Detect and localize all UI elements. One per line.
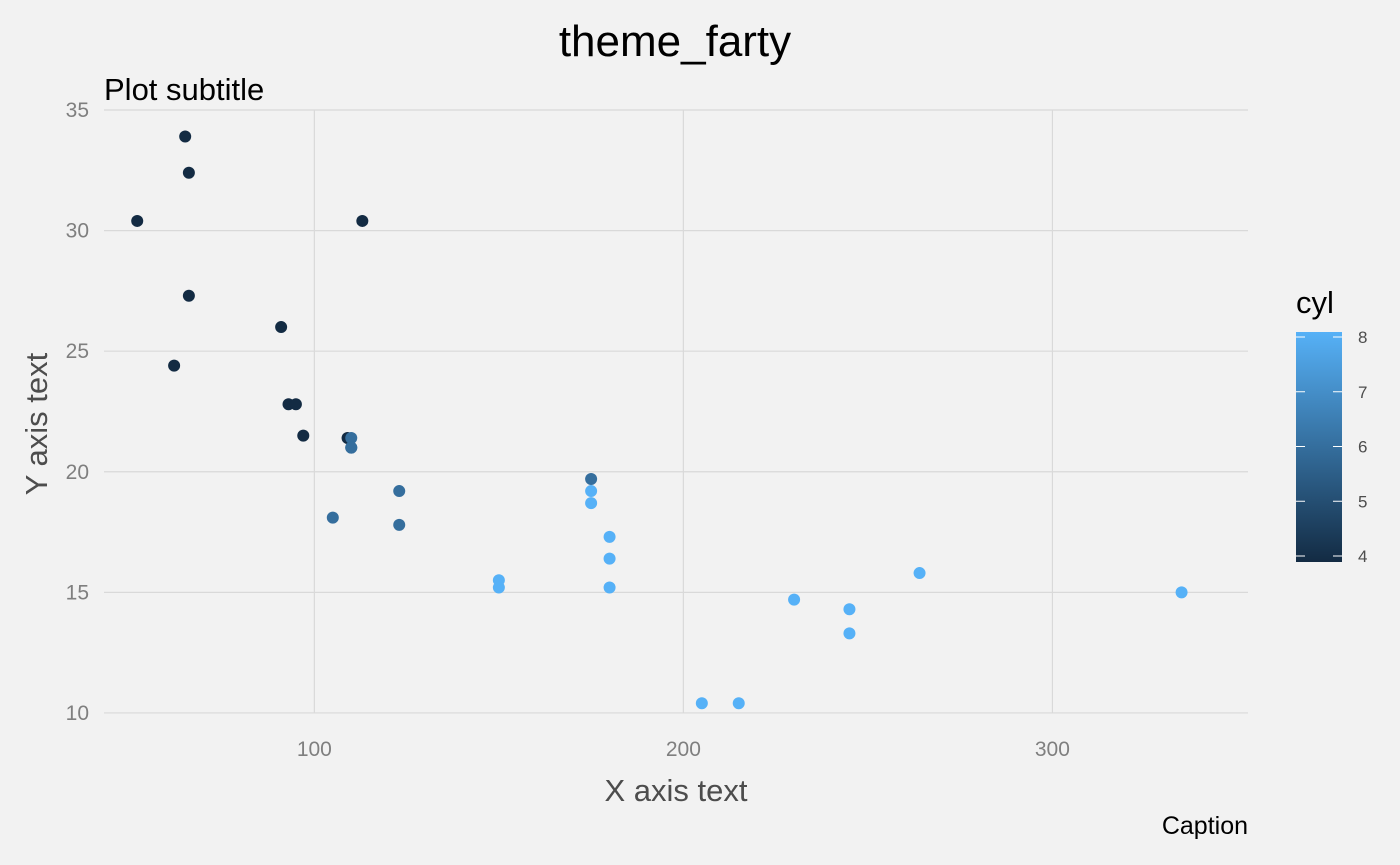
- data-point-29: [788, 593, 801, 606]
- legend-tick-label-6: 6: [1358, 438, 1367, 457]
- data-points: [131, 130, 1188, 710]
- data-point-14: [326, 511, 339, 524]
- chart-caption: Caption: [1162, 812, 1248, 840]
- data-point-7: [289, 398, 302, 411]
- data-point-10: [356, 214, 369, 227]
- y-tick-labels: 10 15 20 25 30 35: [66, 99, 89, 725]
- data-point-15: [393, 485, 406, 498]
- data-point-2: [179, 130, 192, 143]
- data-point-13: [345, 441, 358, 454]
- data-point-17: [585, 473, 598, 485]
- y-tick-label-35: 35: [66, 99, 89, 122]
- x-tick-label-300: 300: [1035, 738, 1070, 761]
- data-point-19: [585, 485, 598, 498]
- grid-lines: [104, 109, 1248, 714]
- data-point-1: [168, 359, 181, 372]
- x-tick-label-100: 100: [297, 738, 332, 761]
- legend-ticks: 4 5 6 7 8: [1296, 328, 1367, 566]
- data-point-31: [1175, 586, 1188, 599]
- data-point-8: [297, 429, 310, 442]
- data-point-5: [275, 321, 288, 334]
- x-tick-labels: 100 200 300: [297, 738, 1070, 761]
- y-tick-label-25: 25: [66, 340, 89, 363]
- data-point-24: [492, 581, 505, 594]
- data-point-0: [131, 214, 144, 227]
- data-point-28: [732, 697, 745, 710]
- y-tick-label-20: 20: [66, 461, 89, 484]
- data-point-16: [393, 518, 406, 531]
- y-tick-label-30: 30: [66, 220, 89, 243]
- legend-tick-label-5: 5: [1358, 492, 1367, 511]
- y-tick-label-10: 10: [66, 702, 89, 725]
- legend-tick-label-8: 8: [1358, 328, 1367, 347]
- chart-title: theme_farty: [559, 17, 791, 66]
- legend-tick-label-4: 4: [1358, 547, 1367, 566]
- data-point-25: [843, 603, 856, 616]
- data-point-20: [603, 552, 616, 565]
- chart-subtitle: Plot subtitle: [104, 72, 264, 107]
- data-point-30: [913, 567, 926, 580]
- data-point-22: [603, 581, 616, 594]
- data-point-27: [695, 697, 708, 710]
- data-point-21: [603, 530, 616, 543]
- data-point-3: [182, 166, 195, 179]
- x-axis-title: X axis text: [605, 773, 748, 808]
- data-point-4: [182, 289, 195, 302]
- legend: cyl 4 5 6 7 8: [1296, 285, 1367, 566]
- y-tick-label-15: 15: [66, 581, 89, 604]
- data-point-11: [345, 432, 358, 444]
- x-tick-label-200: 200: [666, 738, 701, 761]
- data-point-18: [585, 497, 598, 510]
- legend-title: cyl: [1296, 285, 1334, 320]
- data-point-26: [843, 627, 856, 640]
- y-axis-title: Y axis text: [19, 352, 54, 495]
- legend-tick-label-7: 7: [1358, 383, 1367, 402]
